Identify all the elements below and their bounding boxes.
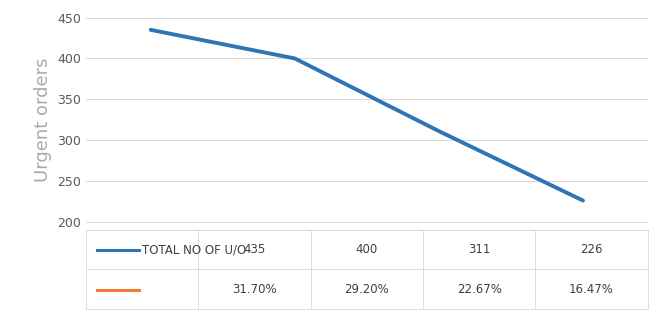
Y-axis label: Urgent orders: Urgent orders (34, 57, 52, 182)
Text: TOTAL NO OF U/O: TOTAL NO OF U/O (142, 244, 247, 257)
